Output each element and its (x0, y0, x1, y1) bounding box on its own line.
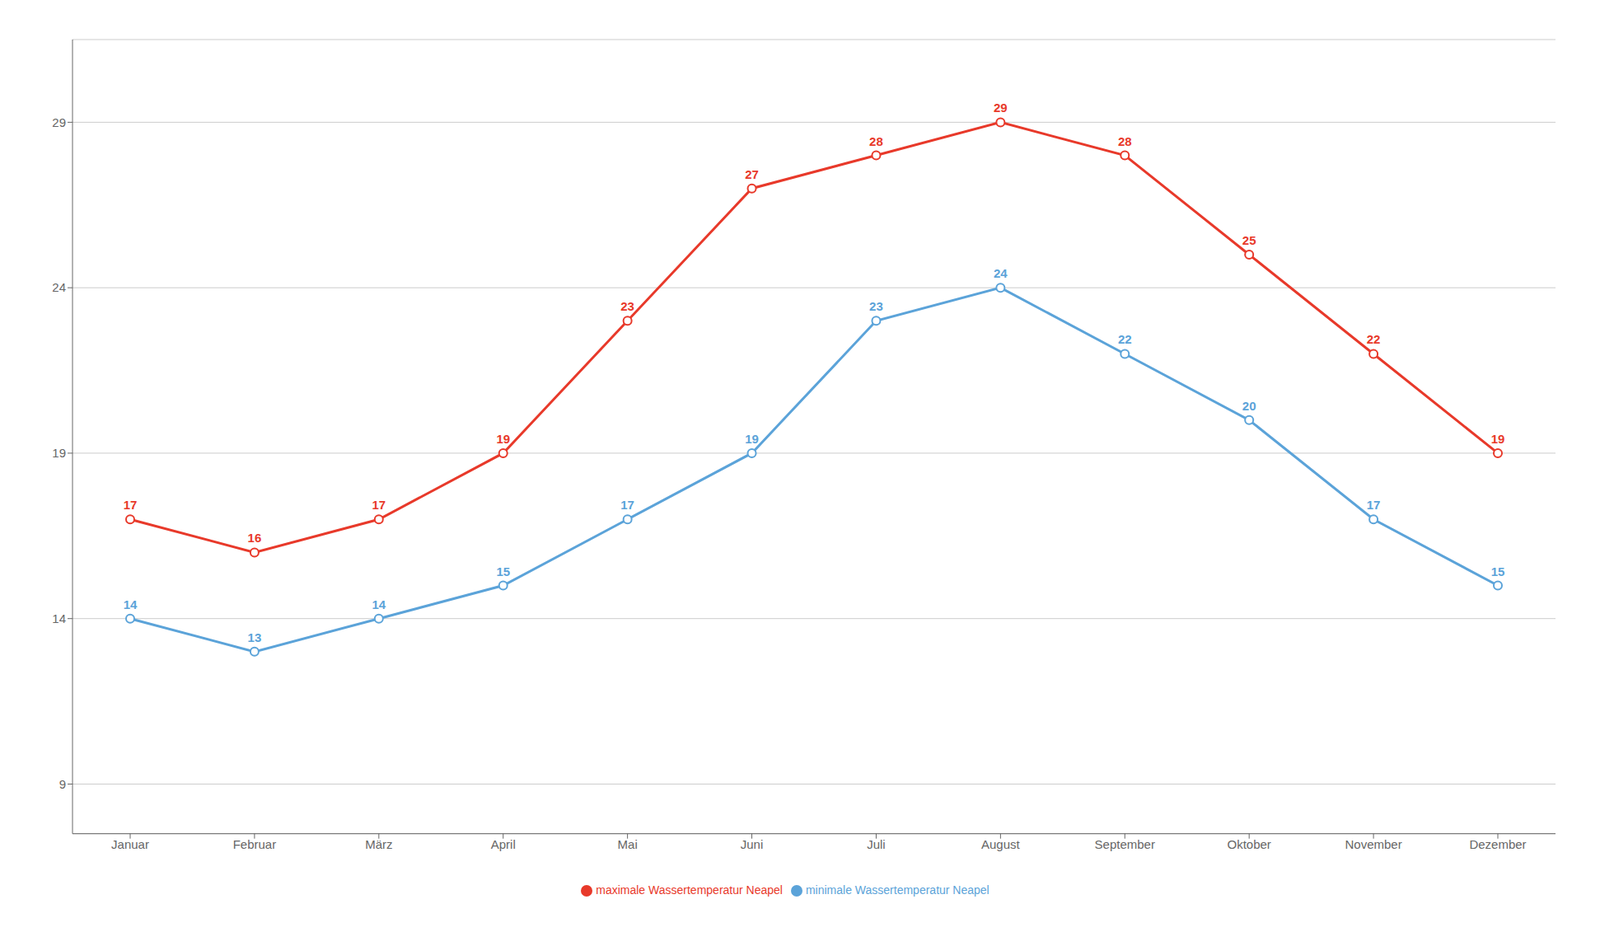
svg-text:16: 16 (247, 530, 262, 545)
svg-text:April: April (491, 837, 516, 852)
svg-text:Oktober: Oktober (1227, 837, 1272, 852)
svg-text:22: 22 (1118, 332, 1133, 347)
svg-text:17: 17 (1366, 497, 1381, 512)
svg-text:25: 25 (1242, 233, 1257, 248)
svg-text:März: März (364, 837, 393, 852)
svg-text:19: 19 (51, 445, 66, 460)
svg-text:Februar: Februar (233, 837, 277, 852)
svg-text:24: 24 (993, 266, 1008, 281)
svg-text:17: 17 (371, 497, 386, 512)
svg-text:14: 14 (51, 611, 66, 626)
svg-text:17: 17 (620, 497, 635, 512)
svg-text:13: 13 (247, 630, 262, 645)
svg-text:23: 23 (869, 299, 884, 314)
svg-text:28: 28 (1118, 134, 1133, 149)
svg-text:Dezember: Dezember (1469, 837, 1526, 852)
svg-text:19: 19 (744, 431, 759, 446)
svg-text:19: 19 (1491, 431, 1506, 446)
svg-text:Juni: Juni (740, 837, 764, 852)
html-text:maximale Wassertemperatur Neap: maximale Wassertemperatur Neapel (595, 882, 783, 897)
svg-text:Mai: Mai (617, 837, 638, 852)
svg-text:23: 23 (620, 299, 635, 314)
svg-text:Januar: Januar (111, 837, 150, 852)
svg-text:28: 28 (869, 134, 884, 149)
svg-text:September: September (1094, 837, 1156, 852)
html-text:minimale Wassertemperatur Neap: minimale Wassertemperatur Neapel (805, 882, 990, 897)
svg-text:19: 19 (495, 431, 510, 446)
svg-text:29: 29 (993, 100, 1008, 115)
svg-text:15: 15 (495, 564, 510, 579)
svg-text:27: 27 (744, 167, 759, 182)
svg-text:20: 20 (1242, 398, 1257, 413)
svg-text:9: 9 (59, 776, 66, 791)
svg-text:22: 22 (1366, 332, 1381, 347)
svg-text:November: November (1344, 837, 1402, 852)
svg-text:14: 14 (123, 597, 138, 612)
svg-text:17: 17 (123, 497, 138, 512)
svg-text:24: 24 (51, 280, 66, 295)
svg-text:Juli: Juli (866, 837, 886, 852)
svg-text:29: 29 (51, 115, 66, 130)
svg-text:15: 15 (1491, 564, 1506, 579)
svg-text:August: August (981, 837, 1021, 852)
svg-text:14: 14 (371, 597, 386, 612)
